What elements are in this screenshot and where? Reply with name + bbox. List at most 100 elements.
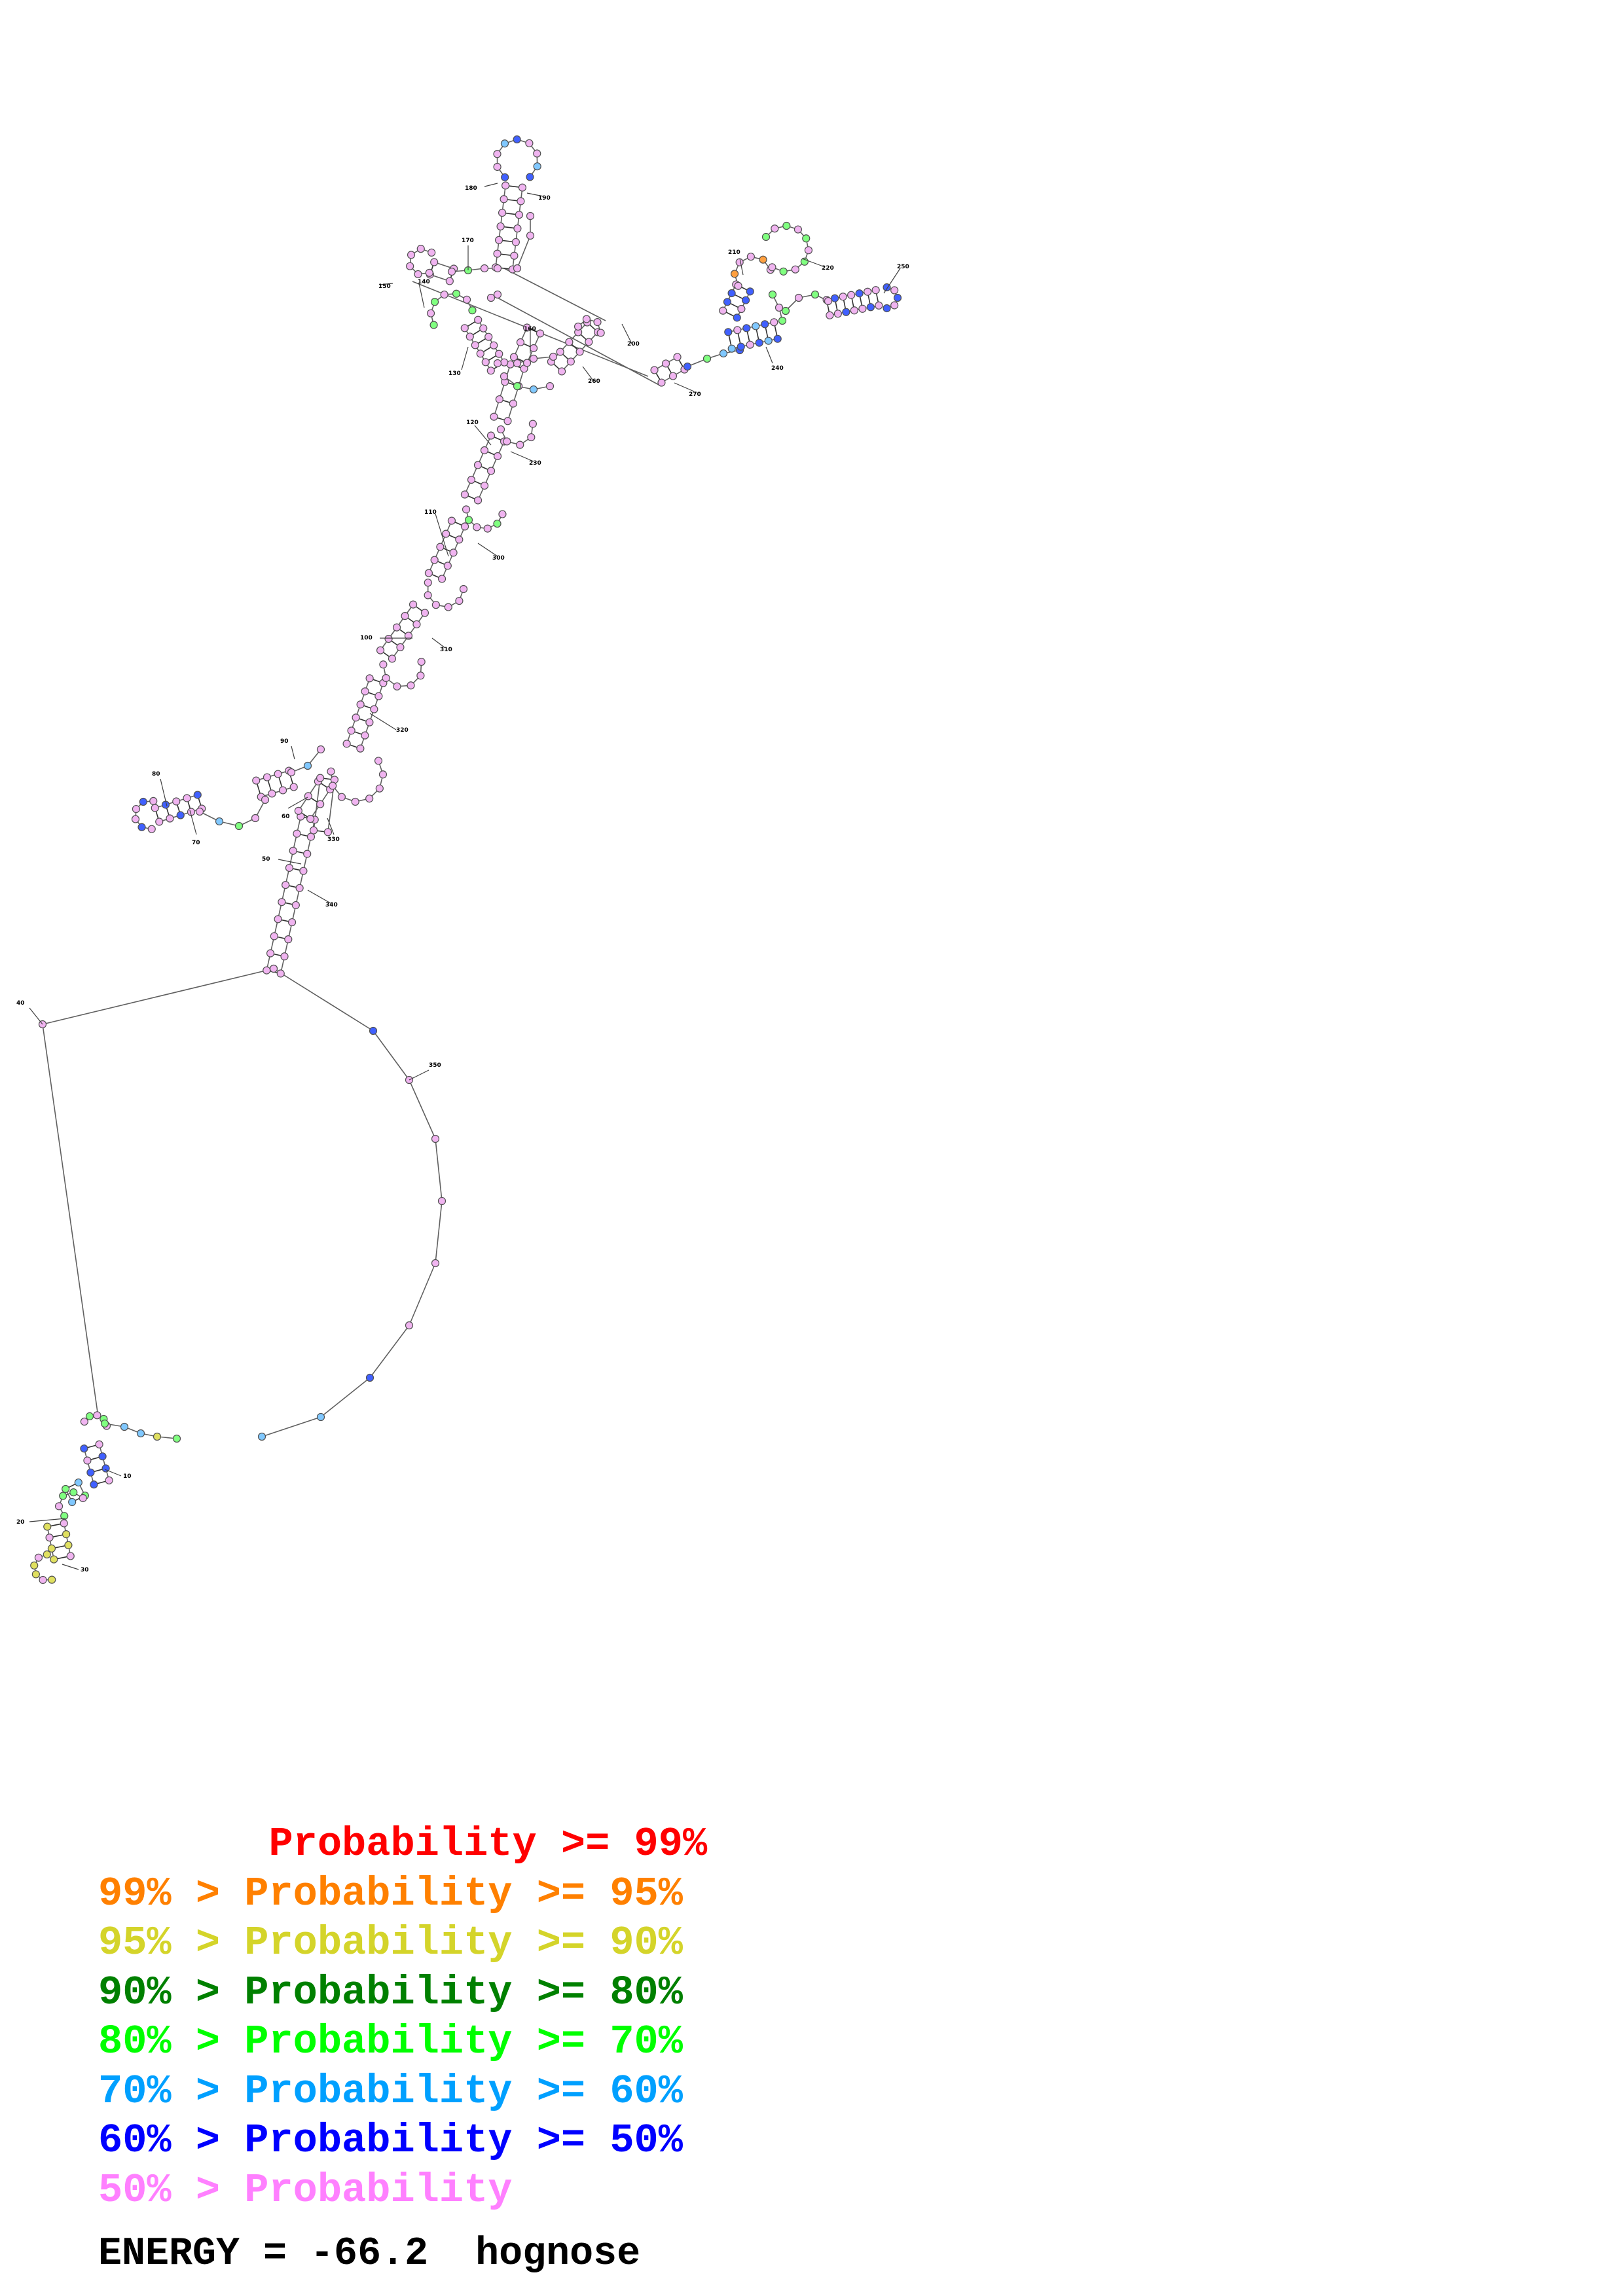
nucleotide bbox=[370, 705, 378, 713]
nucleotide bbox=[47, 1544, 56, 1552]
nucleotide bbox=[596, 329, 605, 337]
nucleotide bbox=[683, 362, 692, 371]
nucleotide bbox=[440, 290, 448, 299]
nucleotide bbox=[500, 195, 508, 204]
nucleotide bbox=[509, 353, 519, 361]
nucleotide bbox=[775, 303, 784, 312]
nucleotide bbox=[791, 265, 799, 274]
nucleotide bbox=[657, 378, 666, 387]
nucleotide bbox=[518, 183, 527, 192]
nucleotide bbox=[270, 932, 278, 941]
nucleotide bbox=[287, 768, 296, 777]
nucleotide bbox=[566, 357, 575, 366]
position-ticks bbox=[29, 183, 901, 1570]
nucleotide bbox=[529, 344, 538, 353]
nucleotide bbox=[93, 1411, 101, 1420]
position-label-340: 340 bbox=[325, 902, 338, 908]
nucleotide bbox=[516, 338, 525, 347]
nucleotide bbox=[31, 1570, 40, 1579]
nucleotide bbox=[347, 726, 356, 735]
nucleotide bbox=[527, 433, 536, 442]
nucleotide bbox=[522, 323, 532, 332]
legend-row-60: 70% > Probability >= 60% bbox=[98, 2068, 683, 2115]
nucleotide bbox=[529, 385, 538, 394]
nucleotide bbox=[770, 318, 778, 327]
nucleotide bbox=[575, 348, 584, 356]
nucleotide bbox=[430, 556, 439, 564]
nucleotide bbox=[761, 232, 771, 242]
nucleotide bbox=[447, 267, 456, 276]
position-label-40: 40 bbox=[16, 1000, 25, 1007]
nucleotide bbox=[215, 817, 224, 826]
nucleotide bbox=[396, 643, 405, 651]
nucleotide bbox=[890, 286, 899, 295]
nucleotide bbox=[858, 304, 867, 313]
nucleotide bbox=[650, 366, 659, 374]
nucleotide bbox=[486, 431, 496, 440]
nucleotide bbox=[153, 1432, 162, 1441]
nucleotide bbox=[351, 797, 359, 806]
nucleotide bbox=[293, 829, 301, 838]
nucleotide bbox=[274, 915, 282, 924]
nucleotide bbox=[727, 289, 736, 298]
nucleotide bbox=[404, 632, 413, 640]
nucleotide bbox=[768, 263, 776, 272]
position-label-170: 170 bbox=[462, 238, 474, 244]
nucleotide bbox=[513, 382, 522, 391]
nucleotide-nodes bbox=[30, 135, 902, 1585]
nucleotide bbox=[724, 328, 733, 336]
nucleotide bbox=[352, 713, 360, 722]
nucleotide bbox=[473, 496, 483, 505]
nucleotide bbox=[303, 761, 312, 770]
position-label-250: 250 bbox=[897, 264, 909, 270]
nucleotide bbox=[468, 306, 477, 315]
position-label-140: 140 bbox=[418, 279, 430, 285]
nucleotide bbox=[361, 687, 369, 696]
nucleotide bbox=[428, 248, 436, 257]
nucleotide bbox=[120, 1422, 129, 1431]
nucleotide bbox=[50, 1555, 58, 1564]
base-pair-lines bbox=[47, 185, 880, 1560]
nucleotide bbox=[356, 700, 365, 709]
nucleotide bbox=[382, 673, 390, 683]
nucleotide bbox=[473, 461, 483, 469]
nucleotide bbox=[730, 270, 739, 278]
nucleotide bbox=[234, 821, 244, 831]
position-label-90: 90 bbox=[280, 738, 289, 745]
nucleotide bbox=[282, 880, 290, 889]
nucleotide bbox=[68, 1498, 77, 1507]
nucleotide bbox=[733, 314, 741, 322]
nucleotide bbox=[493, 150, 501, 158]
nucleotide bbox=[34, 1553, 43, 1562]
nucleotide bbox=[455, 535, 464, 544]
nucleotide bbox=[486, 467, 496, 475]
nucleotide bbox=[752, 322, 760, 331]
nucleotide bbox=[79, 1494, 87, 1503]
nucleotide bbox=[424, 591, 432, 600]
nucleotide bbox=[98, 1452, 107, 1461]
nucleotide bbox=[417, 658, 426, 666]
nucleotide bbox=[522, 359, 532, 367]
nucleotide bbox=[528, 420, 537, 428]
nucleotide bbox=[529, 354, 538, 363]
probability-legend: Probability >= 99% 99% > Probability >= … bbox=[98, 1820, 884, 2215]
nucleotide bbox=[416, 245, 425, 253]
nucleotide bbox=[83, 1456, 92, 1465]
nucleotide bbox=[565, 338, 574, 346]
nucleotide bbox=[467, 475, 476, 484]
nucleotide bbox=[486, 367, 495, 375]
nucleotide bbox=[278, 786, 287, 795]
nucleotide bbox=[850, 306, 858, 315]
nucleotide bbox=[375, 784, 384, 793]
nucleotide bbox=[782, 221, 791, 230]
nucleotide bbox=[436, 543, 445, 551]
nucleotide bbox=[337, 793, 346, 801]
nucleotide bbox=[515, 211, 524, 219]
nucleotide bbox=[476, 350, 484, 358]
position-label-270: 270 bbox=[689, 391, 701, 398]
nucleotide bbox=[139, 797, 147, 806]
nucleotide bbox=[498, 209, 507, 217]
nucleotide bbox=[405, 1321, 414, 1330]
nucleotide bbox=[376, 646, 385, 655]
position-label-260: 260 bbox=[588, 378, 600, 385]
